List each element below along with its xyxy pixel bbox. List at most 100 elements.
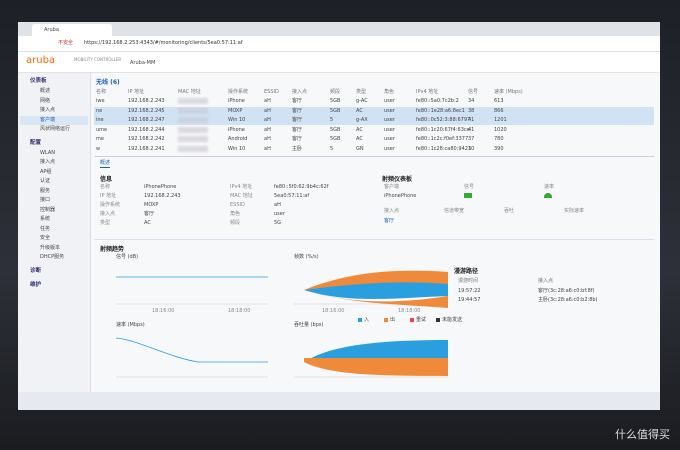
tab-bar — [18, 22, 660, 36]
table-cell: 34 — [468, 98, 475, 104]
table-cell: aH — [264, 145, 271, 152]
legend-label: 未能发送 — [442, 316, 463, 323]
table-cell: aH — [264, 107, 271, 114]
field-label: 接入点 — [100, 211, 116, 217]
chart-title: 吞吐量 (bps) — [294, 322, 324, 328]
table-cell: 41 — [468, 117, 475, 123]
legend-swatch — [358, 318, 362, 322]
sidebar-item[interactable]: WLAN — [40, 149, 56, 156]
frames-area-out — [304, 270, 448, 290]
sidebar-item[interactable]: 接入点 — [40, 159, 56, 165]
table-cell: MOXP — [228, 107, 243, 114]
table-cell: 192.168.2.247 — [128, 117, 165, 123]
field-label: IPv4 地址 — [230, 184, 253, 190]
chart-title: 信号 (dB) — [116, 254, 139, 260]
table-cell: 5GB — [330, 136, 341, 142]
table-cell: 5 — [330, 145, 334, 152]
table-cell: 客厅(3c:28:a6:c0:bf:8f) — [538, 288, 595, 294]
table-cell: iwe — [96, 98, 105, 104]
blurred-mac — [178, 107, 208, 114]
column-header: 速率 (Mbps) — [494, 89, 523, 95]
selected-row — [94, 116, 654, 125]
table-cell: 1201 — [494, 117, 507, 123]
chart-title: 帧数 (%/s) — [294, 254, 319, 260]
table-cell: Win 10 — [228, 145, 246, 152]
rf-header: 速率 — [544, 184, 555, 190]
security-warning: 不安全 — [58, 40, 74, 46]
sidebar-item[interactable]: 风状网络运行 — [40, 126, 71, 132]
frames-area-out2 — [304, 290, 448, 308]
table-cell: g-AC — [356, 98, 368, 104]
column-header: 操作系统 — [228, 89, 249, 95]
divider — [94, 239, 654, 240]
sidebar-item[interactable]: 控制器 — [40, 206, 56, 213]
sidebar-item[interactable]: AP组 — [40, 168, 52, 175]
sidebar-item[interactable]: 网络 — [40, 97, 51, 104]
section-title: 射频趋势 — [100, 246, 125, 253]
column-header: MAC 地址 — [178, 89, 201, 95]
sidebar-item[interactable]: 客户端 — [40, 116, 56, 123]
sidebar-item[interactable]: DHCP服务 — [40, 254, 65, 260]
table-cell: GN — [356, 145, 364, 152]
table-cell: 390 — [494, 145, 504, 152]
table-cell: AC — [356, 136, 363, 142]
table-cell: aH — [264, 98, 271, 104]
sidebar-item[interactable]: 概述 — [40, 88, 51, 94]
table-cell: 主卧 — [292, 145, 303, 152]
field-label: ESSID — [230, 202, 245, 208]
field-value: user — [274, 211, 285, 217]
rf-header: 吞吐 — [504, 208, 515, 214]
table-cell: g-AX — [356, 117, 368, 123]
blurred-mac — [178, 136, 208, 142]
sidebar-item[interactable]: 安全 — [40, 235, 51, 241]
table-cell: 192.168.2.245 — [128, 107, 165, 114]
app-header — [18, 52, 660, 73]
column-header: ESSID — [264, 89, 279, 95]
table-cell: 客厅 — [292, 136, 303, 142]
time-label: 18:16:00 — [322, 308, 345, 314]
table-cell: 41 — [468, 126, 475, 133]
column-header: 类型 — [356, 89, 367, 95]
throughput-in — [304, 340, 448, 362]
table-cell: AC — [356, 107, 363, 114]
rf-header: 接入点 — [384, 208, 400, 214]
table-cell: 192.168.2.243 — [128, 98, 165, 104]
column-header: 角色 — [384, 89, 395, 95]
browser-tab[interactable] — [32, 24, 112, 36]
column-header: 信号 — [468, 89, 479, 95]
table-cell: iPhone — [228, 126, 245, 133]
legend-label: 入 — [364, 316, 370, 323]
field-label: 操作系统 — [100, 202, 121, 208]
sidebar-item[interactable]: 升级版本 — [40, 244, 61, 251]
sidebar-item[interactable]: 系统 — [40, 216, 51, 222]
sidebar-item[interactable]: 认证 — [40, 178, 51, 184]
legend-swatch — [384, 318, 388, 322]
sidebar-item[interactable]: 服务 — [40, 187, 51, 194]
table-cell: 5 — [330, 117, 334, 123]
table-cell: 19:44:57 — [458, 297, 481, 303]
legend-swatch — [436, 318, 440, 322]
table-cell: AC — [356, 126, 363, 133]
sidebar-item[interactable]: 任务 — [40, 225, 51, 232]
sidebar-item[interactable]: 接入点 — [40, 107, 56, 113]
sidebar-item[interactable]: 接口 — [40, 197, 51, 203]
table-cell: 5GB — [330, 107, 341, 114]
blurred-mac — [178, 117, 208, 123]
table-cell: ne — [96, 107, 103, 114]
table-cell: user — [384, 126, 395, 133]
table-cell: Android — [228, 136, 248, 142]
time-label: 18:16:00 — [152, 308, 175, 314]
field-label: 角色 — [230, 211, 241, 217]
column-header: 接入点 — [292, 89, 308, 95]
table-cell: user — [384, 136, 395, 142]
table-cell: 客厅 — [292, 98, 303, 104]
time-label: 18:18:00 — [228, 308, 251, 314]
url: https://192.168.2.253:4343/#/monitoring/… — [84, 40, 243, 46]
table-cell: 5GB — [330, 98, 341, 104]
table-cell: 780 — [494, 136, 504, 142]
sidebar — [18, 73, 91, 392]
table-cell: 客厅 — [292, 126, 303, 133]
table-cell: fe80::0c52:3:88:6797 — [416, 117, 471, 123]
sidebar-section: 维护 — [30, 281, 42, 288]
